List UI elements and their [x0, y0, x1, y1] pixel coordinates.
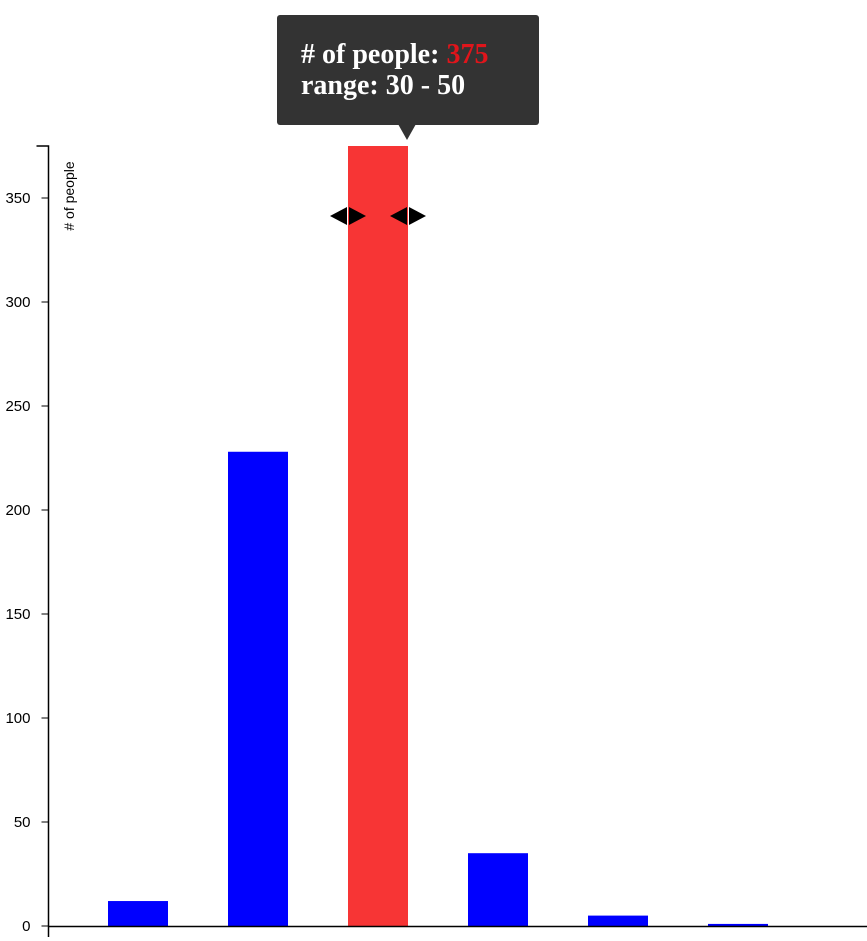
tooltip-range-line: range: 30 - 50	[301, 70, 539, 101]
y-tick-label: 350	[5, 190, 30, 207]
y-tick-label: 250	[5, 398, 30, 415]
tooltip: # of people: 375 range: 30 - 50	[277, 15, 539, 125]
tooltip-range-label: range:	[301, 70, 379, 101]
bars	[108, 146, 768, 926]
bar[interactable]	[708, 923, 768, 926]
y-axis: 0 50 100 150 200 250 300 350	[5, 145, 50, 937]
resize-handles[interactable]	[330, 207, 426, 225]
left-resize-handle-icon[interactable]	[330, 207, 366, 225]
tooltip-pointer	[398, 124, 416, 140]
y-axis-line	[36, 145, 50, 937]
tooltip-count-value: 375	[446, 39, 489, 70]
y-tick-label: 0	[22, 918, 30, 935]
tooltip-count-line: # of people: 375	[301, 39, 539, 70]
right-resize-handle-icon[interactable]	[390, 207, 426, 225]
y-axis-label: # of people	[61, 161, 77, 230]
bar[interactable]	[108, 901, 168, 926]
bar[interactable]	[468, 853, 528, 926]
y-tick-label: 100	[5, 710, 30, 727]
y-tick-label: 300	[5, 294, 30, 311]
y-tick-label: 150	[5, 606, 30, 623]
bar[interactable]	[588, 915, 648, 926]
tooltip-count-label: # of people:	[301, 39, 440, 70]
bar[interactable]	[228, 451, 288, 926]
bar-highlighted[interactable]	[348, 146, 408, 926]
y-tick-label: 50	[14, 814, 31, 831]
y-tick-label: 200	[5, 502, 30, 519]
tooltip-range-value: 30 - 50	[385, 70, 466, 101]
